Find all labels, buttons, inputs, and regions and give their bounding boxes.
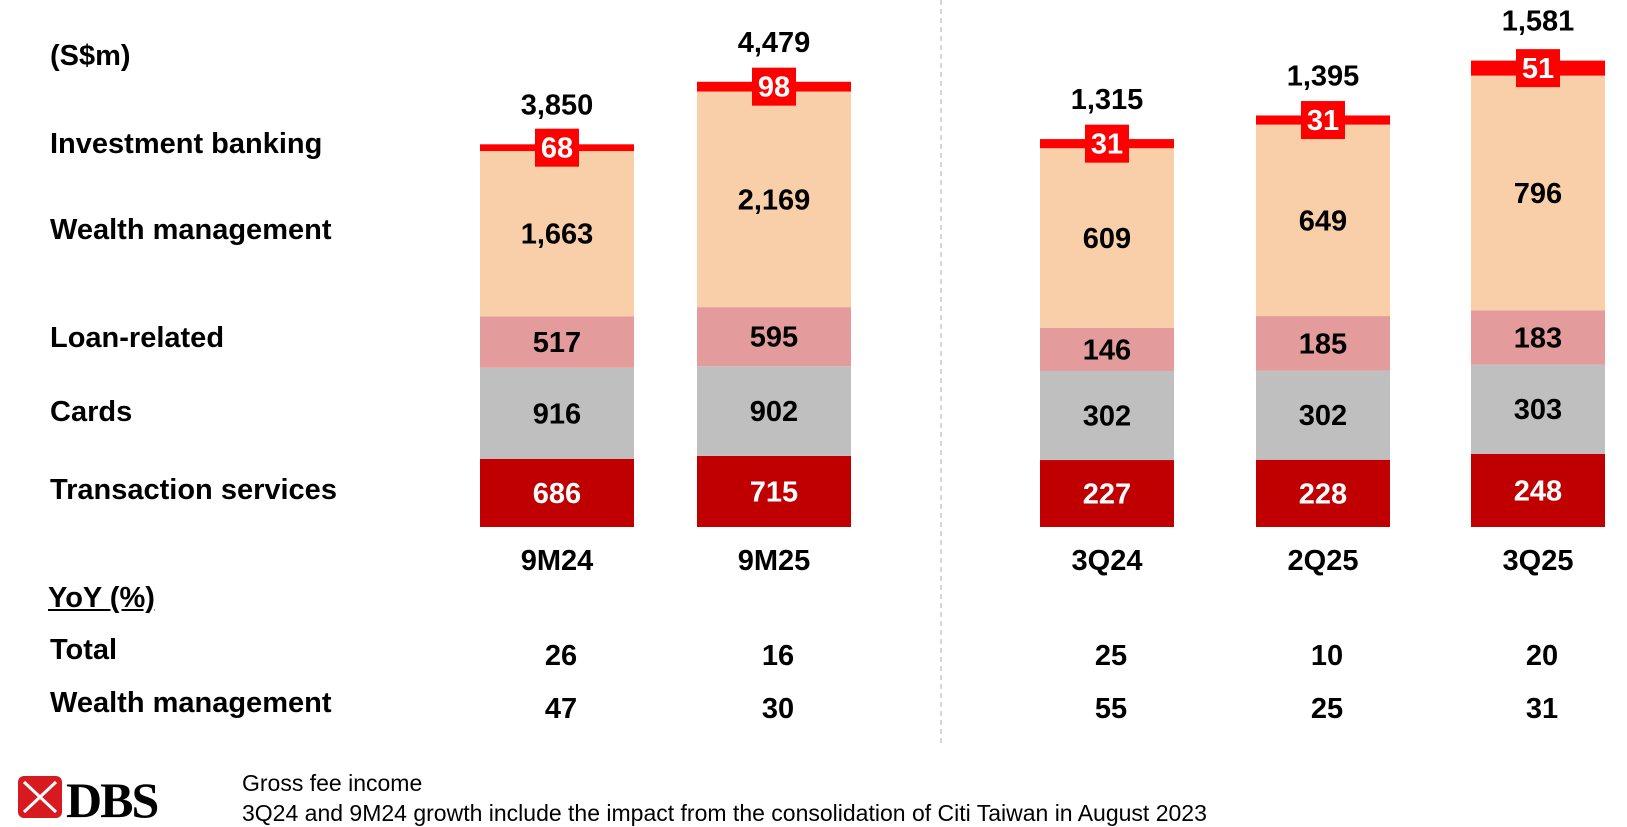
total-label-3Q25: 1,581 (1502, 6, 1575, 38)
value-label-investment-banking-3Q25: 51 (1522, 53, 1554, 85)
category-label-3Q25: 3Q25 (1503, 545, 1574, 577)
value-label-investment-banking-9M25: 98 (758, 72, 790, 104)
bar-segment-transaction-services-9M24 (480, 458, 634, 527)
value-label-loan-related-3Q25: 183 (1514, 322, 1562, 354)
yoy-total-label: Total (50, 634, 118, 666)
yoy-wealth-value-3Q25: 31 (1526, 693, 1558, 725)
ib-label-box-3Q24 (1085, 124, 1129, 163)
bar-segment-wealth-management-2Q25 (1256, 124, 1390, 317)
ib-label-box-2Q25 (1301, 101, 1345, 140)
yoy-wealth-value-9M25: 30 (762, 693, 794, 725)
value-label-wealth-management-9M24: 1,663 (521, 219, 594, 251)
value-label-transaction-services-9M24: 686 (533, 478, 581, 510)
value-label-transaction-services-3Q25: 248 (1514, 475, 1562, 507)
bar-segment-cards-3Q25 (1471, 364, 1605, 454)
yoy-title: YoY (%) (48, 582, 155, 614)
bar-segment-cards-9M24 (480, 367, 634, 459)
bar-segment-wealth-management-9M25 (697, 91, 851, 308)
value-label-cards-9M25: 902 (750, 396, 798, 428)
value-label-transaction-services-2Q25: 228 (1299, 478, 1347, 510)
svg-text:DBS: DBS (66, 772, 157, 820)
footer-note-2: 3Q24 and 9M24 growth include the impact … (242, 800, 1207, 826)
yoy-wealth-value-2Q25: 25 (1311, 693, 1343, 725)
value-label-cards-3Q24: 302 (1083, 400, 1131, 432)
yoy-total-value-9M24: 26 (545, 640, 577, 672)
total-label-3Q24: 1,315 (1071, 84, 1144, 116)
bar-segment-loan-related-2Q25 (1256, 316, 1390, 371)
value-label-cards-3Q25: 303 (1514, 394, 1562, 426)
bar-segment-wealth-management-3Q24 (1040, 148, 1174, 328)
value-label-loan-related-9M24: 517 (533, 327, 581, 359)
value-label-cards-2Q25: 302 (1299, 400, 1347, 432)
value-label-wealth-management-9M25: 2,169 (738, 184, 811, 216)
bar-segment-loan-related-9M24 (480, 316, 634, 368)
ib-label-box-9M24 (535, 128, 579, 167)
category-label-9M25: 9M25 (738, 545, 811, 577)
category-label-2Q25: 2Q25 (1288, 545, 1359, 577)
value-label-wealth-management-3Q24: 609 (1083, 223, 1131, 255)
bar-segment-loan-related-3Q25 (1471, 310, 1605, 365)
bar-segment-transaction-services-9M25 (697, 455, 851, 527)
value-label-loan-related-2Q25: 185 (1299, 328, 1347, 360)
value-label-investment-banking-9M24: 68 (541, 133, 573, 165)
yoy-total-value-2Q25: 10 (1311, 640, 1343, 672)
value-label-loan-related-3Q24: 146 (1083, 334, 1131, 366)
legend-loan-related: Loan-related (50, 322, 225, 354)
unit-label: (S$m) (50, 40, 131, 72)
bar-segment-transaction-services-3Q25 (1471, 453, 1605, 527)
bar-segment-loan-related-9M25 (697, 307, 851, 367)
legend-investment-banking: Investment banking (50, 128, 323, 160)
legend-cards: Cards (50, 396, 133, 428)
total-label-9M25: 4,479 (738, 27, 811, 59)
bar-segment-cards-2Q25 (1256, 370, 1390, 460)
category-label-3Q24: 3Q24 (1072, 545, 1143, 577)
bar-segment-cards-9M25 (697, 366, 851, 456)
bar-segment-transaction-services-2Q25 (1256, 459, 1390, 527)
ib-label-box-3Q25 (1516, 49, 1560, 88)
value-label-wealth-management-3Q25: 796 (1514, 178, 1562, 210)
category-label-9M24: 9M24 (521, 545, 594, 577)
bar-segment-wealth-management-9M24 (480, 151, 634, 317)
value-label-cards-9M24: 916 (533, 398, 581, 430)
legend-transaction-services: Transaction services (50, 474, 337, 506)
value-label-loan-related-9M25: 595 (750, 322, 798, 354)
yoy-wealth-label: Wealth management (50, 687, 332, 719)
total-label-9M24: 3,850 (521, 89, 594, 121)
dbs-logo: DBS (18, 772, 159, 820)
footer-note-1: Gross fee income (242, 770, 423, 796)
value-label-wealth-management-2Q25: 649 (1299, 205, 1347, 237)
value-label-transaction-services-9M25: 715 (750, 476, 798, 508)
yoy-wealth-value-9M24: 47 (545, 693, 577, 725)
legend-wealth-management: Wealth management (50, 214, 332, 246)
yoy-wealth-value-3Q24: 55 (1095, 693, 1127, 725)
yoy-total-value-3Q24: 25 (1095, 640, 1127, 672)
bar-segment-cards-3Q24 (1040, 370, 1174, 461)
total-label-2Q25: 1,395 (1287, 60, 1360, 92)
bar-segment-wealth-management-3Q25 (1471, 75, 1605, 311)
value-label-investment-banking-2Q25: 31 (1307, 105, 1339, 137)
yoy-total-value-9M25: 16 (762, 640, 794, 672)
bar-segment-loan-related-3Q24 (1040, 327, 1174, 371)
value-label-investment-banking-3Q24: 31 (1091, 129, 1123, 161)
yoy-total-value-3Q25: 20 (1526, 640, 1558, 672)
value-label-transaction-services-3Q24: 227 (1083, 479, 1131, 511)
ib-label-box-9M25 (752, 67, 796, 106)
bar-segment-transaction-services-3Q24 (1040, 460, 1174, 527)
